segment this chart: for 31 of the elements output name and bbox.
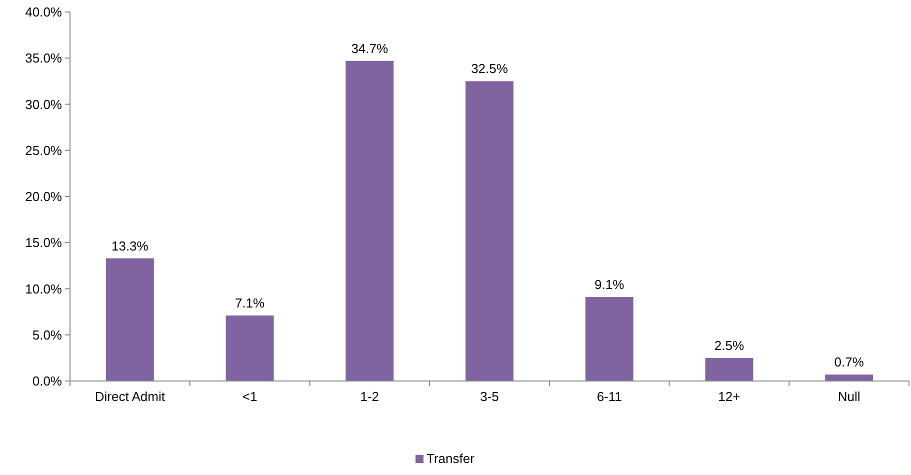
x-tick-label: 3-5 [480, 389, 499, 404]
bar [106, 258, 154, 381]
x-tick-label: 12+ [718, 389, 740, 404]
y-tick-label: 35.0% [25, 50, 62, 66]
data-label: 7.1% [234, 296, 266, 311]
y-tick-label: 5.0% [32, 327, 62, 342]
x-tick-label: 6-11 [596, 389, 622, 404]
y-tick-label: 20.0% [25, 189, 62, 204]
x-tick-label: 1-2 [360, 389, 380, 404]
bar [346, 60, 394, 381]
data-label: 32.5% [471, 61, 508, 76]
y-tick-label: 15.0% [25, 235, 62, 250]
data-label: 9.1% [594, 277, 625, 292]
bar [585, 297, 634, 381]
data-label: 13.3% [111, 238, 149, 254]
y-tick-label: 40.0% [25, 4, 62, 20]
bar [705, 358, 754, 381]
bar [825, 374, 874, 381]
x-tick-label: Null [838, 389, 860, 404]
y-tick-label: 0.0% [32, 374, 62, 389]
bar [226, 316, 274, 381]
x-tick-label: Direct Admit [94, 389, 166, 404]
y-tick-label: 25.0% [25, 142, 62, 158]
bar [466, 81, 514, 381]
y-tick-label: 10.0% [25, 281, 62, 296]
legend-label: Transfer [426, 451, 476, 466]
data-label: 2.5% [714, 338, 744, 353]
y-tick-label: 30.0% [25, 96, 62, 112]
data-label: 0.7% [834, 354, 864, 370]
data-label: 34.7% [351, 40, 389, 56]
x-tick-label: <1 [242, 389, 258, 404]
